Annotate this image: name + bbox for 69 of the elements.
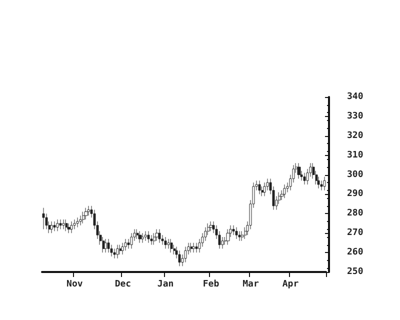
candlestick <box>178 250 181 266</box>
candlestick <box>263 182 266 196</box>
y-tick-label: 300 <box>347 170 364 180</box>
candlestick <box>297 162 301 179</box>
candlestick <box>65 219 68 232</box>
candlestick <box>116 244 119 259</box>
candlestick <box>76 217 79 228</box>
y-tick-label: 260 <box>347 248 364 258</box>
x-tick-label: Nov <box>66 280 84 290</box>
candlestick <box>164 236 167 249</box>
candlestick <box>190 242 193 253</box>
y-tick-label: 250 <box>347 267 364 277</box>
candlestick <box>209 221 213 232</box>
candlestick <box>320 180 323 191</box>
candlestick <box>73 219 76 230</box>
candlestick <box>87 206 90 216</box>
candlestick <box>170 238 173 253</box>
candlestick <box>323 176 326 191</box>
candlestick <box>53 221 56 232</box>
candlestick <box>150 234 153 246</box>
candlestick <box>104 238 107 253</box>
candlestick <box>113 248 116 259</box>
candlestick <box>70 221 73 234</box>
candlestick <box>67 223 71 234</box>
x-tick-label: Dec <box>114 280 132 290</box>
y-tick-label: 270 <box>347 228 364 238</box>
x-tick-label: Jan <box>157 280 174 290</box>
candlestick <box>82 211 85 224</box>
candlestick <box>138 230 142 244</box>
candlestick <box>50 221 53 234</box>
y-tick-label: 340 <box>347 92 364 102</box>
candlestick <box>84 208 88 220</box>
candlestick <box>79 215 82 226</box>
candlestick <box>155 228 159 242</box>
y-tick-label: 310 <box>347 150 364 160</box>
candlestick <box>232 225 235 236</box>
candlestick <box>153 232 156 246</box>
x-tick-label: Apr <box>282 280 300 290</box>
candlestick <box>141 232 144 244</box>
candlestick <box>130 232 133 249</box>
candlestick <box>56 219 59 232</box>
y-tick-label: 330 <box>347 111 364 122</box>
candlestick <box>42 208 45 230</box>
candlestick <box>258 180 261 194</box>
candlestick <box>136 228 139 240</box>
candlestick <box>238 230 241 242</box>
candlestick <box>147 230 150 244</box>
candlestick <box>283 184 286 198</box>
y-tick-label: 280 <box>347 208 364 219</box>
candlestick <box>303 172 306 185</box>
x-tick-label: Mar <box>242 280 260 290</box>
candlestick <box>119 244 122 255</box>
candlestick <box>62 219 65 230</box>
candlestick <box>59 219 62 230</box>
y-tick-label: 290 <box>347 189 364 200</box>
candlestick <box>121 242 124 255</box>
candlestick <box>144 230 147 242</box>
candlestick <box>195 242 198 253</box>
candlestick <box>184 246 187 263</box>
candlestick <box>158 228 161 244</box>
candlestick <box>241 230 244 242</box>
candlestick <box>167 238 170 249</box>
candlestick <box>226 228 230 246</box>
x-tick-label: Feb <box>202 280 220 290</box>
candlestick <box>124 238 127 251</box>
y-tick-label: 320 <box>347 130 364 141</box>
candlestick <box>235 227 238 240</box>
candlestick <box>107 238 110 253</box>
candlestick <box>192 242 195 253</box>
